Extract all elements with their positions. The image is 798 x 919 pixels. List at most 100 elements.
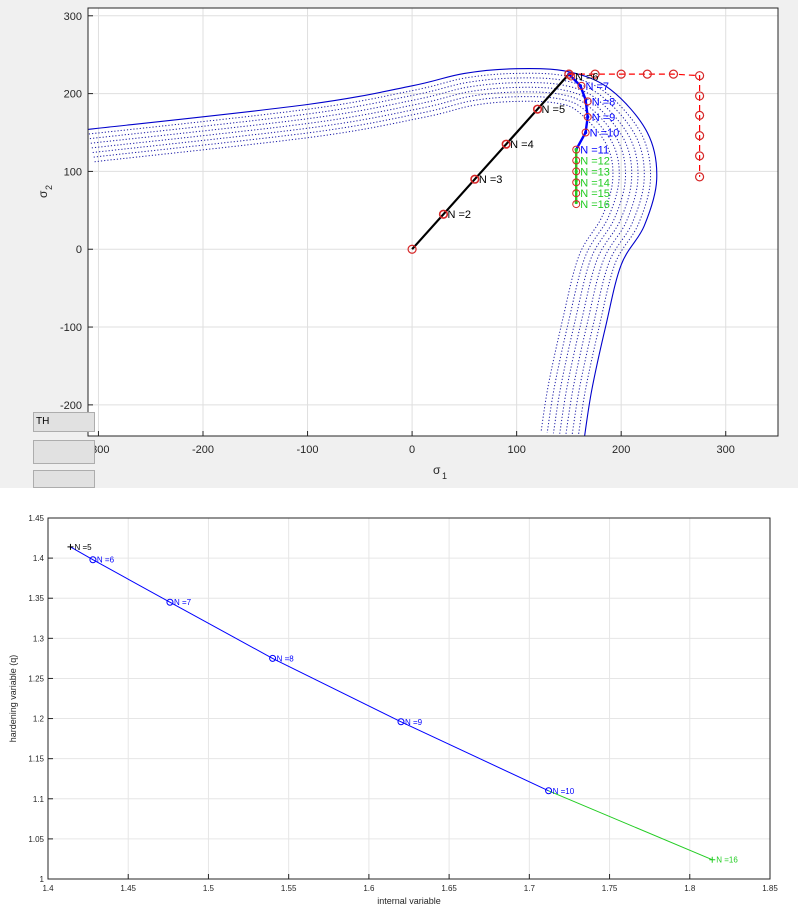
series-line <box>70 546 549 792</box>
point-marker <box>397 718 405 726</box>
annotation-label: N =12 <box>580 156 610 168</box>
annotation-label: N =2 <box>447 209 471 221</box>
point-label: N =5 <box>74 543 92 552</box>
x-tick-label: 1.8 <box>684 884 696 893</box>
x-axis-label-subscript: 1 <box>442 471 447 481</box>
x-tick-label: 100 <box>507 444 525 456</box>
y-tick-label: 1.35 <box>28 594 44 603</box>
annotation-label: N =3 <box>479 174 503 186</box>
x-tick-label: -100 <box>297 444 319 456</box>
series-marker-black-path <box>407 244 417 254</box>
series-marker-blue-path <box>586 115 590 119</box>
yield-surface-dotted <box>91 86 633 434</box>
side-button-3[interactable] <box>33 470 95 488</box>
annotation-marker <box>572 189 581 198</box>
x-tick-label: 1.5 <box>203 884 215 893</box>
y-tick-label: 1.15 <box>28 755 44 764</box>
x-tick-label: 1.65 <box>441 884 457 893</box>
point-label: N =8 <box>277 654 295 663</box>
annotation-marker <box>583 97 592 106</box>
series-marker-green-path <box>574 179 578 183</box>
annotation-label: N =8 <box>592 96 616 108</box>
stress-path-chart: N =2 N =3 N =4 N =5 N =6N =7 N =8 N =9 N =10 N =… <box>36 7 779 481</box>
annotation-label: N =7 <box>585 81 609 93</box>
x-axis-label: internal variable <box>377 896 441 906</box>
y-tick-label: 100 <box>64 166 82 178</box>
series-marker-red-trial <box>642 69 652 79</box>
x-tick-label: -200 <box>192 444 214 456</box>
series-line <box>548 790 713 861</box>
x-tick-label: 300 <box>717 444 735 456</box>
annotation-marker <box>572 178 581 187</box>
point-marker <box>269 654 277 662</box>
yield-surface-outer <box>88 68 658 436</box>
x-tick-label: 0 <box>409 444 415 456</box>
annotation-marker <box>572 145 581 154</box>
axes-box <box>47 517 771 880</box>
yield-surface-dotted <box>93 96 620 433</box>
axes-box <box>87 7 779 437</box>
y-tick-label: 1.2 <box>33 715 45 724</box>
series-marker-green-path <box>574 169 578 174</box>
annotation-marker <box>572 167 581 176</box>
annotation-marker <box>581 128 590 137</box>
annotation-marker <box>439 210 448 219</box>
y-axis-label: σ <box>36 190 50 198</box>
stress-path-figure-panel: N =2 N =3 N =4 N =5 N =6 N =7 N =8 N =9 N =10 N =… <box>0 0 798 488</box>
y-axis-label-group: σ2 <box>36 185 54 198</box>
annotation-label: N =14 <box>580 177 610 189</box>
series-line-red-trial <box>568 73 701 177</box>
annotation-marker <box>572 200 581 209</box>
yield-surface-dotted <box>88 72 652 436</box>
y-tick-label: 200 <box>64 89 82 101</box>
annotation-label: N =16 <box>580 199 610 211</box>
side-button-2[interactable] <box>33 440 95 464</box>
x-tick-label: 1.6 <box>363 884 375 893</box>
point-label: N =6 <box>97 556 115 565</box>
y-tick-label: 1.1 <box>33 795 45 804</box>
annotation-marker <box>572 156 581 165</box>
y-tick-label: 1.3 <box>33 634 45 643</box>
y-tick-label: 1.05 <box>28 835 44 844</box>
annotation-marker <box>502 140 511 149</box>
annotation-marker <box>533 105 542 114</box>
annotation-label: N =10 <box>590 128 620 140</box>
y-axis-label-group: hardening variable (q) <box>8 655 18 743</box>
y-tick-label: 1.45 <box>28 514 44 523</box>
series-marker-green-path <box>574 148 578 152</box>
annotation-label: N =6 <box>575 71 599 83</box>
x-tick-label: 1.7 <box>524 884 536 893</box>
x-axis-label: σ <box>433 463 441 477</box>
y-axis-label: hardening variable (q) <box>8 655 18 743</box>
point-marker <box>545 787 553 795</box>
series-marker-red-trial <box>694 131 705 141</box>
plot-area <box>88 8 778 436</box>
y-axis-label-subscript: 2 <box>44 185 54 190</box>
annotation-label: N =13 <box>580 166 610 178</box>
annotation-label: N =15 <box>580 188 610 200</box>
yield-surface-dotted <box>92 91 627 434</box>
series-marker-red-trial <box>694 151 705 161</box>
point-label: N =16 <box>716 856 738 865</box>
y-tick-label: 300 <box>64 11 82 23</box>
series-marker-blue-path <box>578 84 583 88</box>
series-marker-red-trial <box>694 91 705 101</box>
y-tick-label: 0 <box>76 244 82 256</box>
annotation-label: N =4 <box>510 139 534 151</box>
x-tick-label: 1.45 <box>120 884 136 893</box>
point-label: N =10 <box>553 787 575 796</box>
plot-content: N =2 N =3 N =4 N =5 N =6N =7 N =8 N =9 N =10 N =… <box>88 68 705 436</box>
annotation-marker <box>470 175 479 184</box>
hardening-chart: N =5 N =6 N =7 N =8 N =9 N =10 N =16 1.4 1.45 1.5… <box>8 514 778 906</box>
point-label: N =7 <box>174 598 192 607</box>
series-marker-red-trial <box>564 69 574 79</box>
annotation-marker <box>567 72 575 81</box>
series-marker-red-trial <box>694 110 705 120</box>
point-marker <box>166 598 174 606</box>
annotation-label: N =5 <box>542 104 566 116</box>
series-marker-red-trial <box>694 172 705 182</box>
side-button-1[interactable]: TH <box>33 412 95 432</box>
x-tick-label: 200 <box>612 444 630 456</box>
series-marker-blue-path <box>584 130 588 135</box>
series-marker-red-trial <box>590 69 600 79</box>
